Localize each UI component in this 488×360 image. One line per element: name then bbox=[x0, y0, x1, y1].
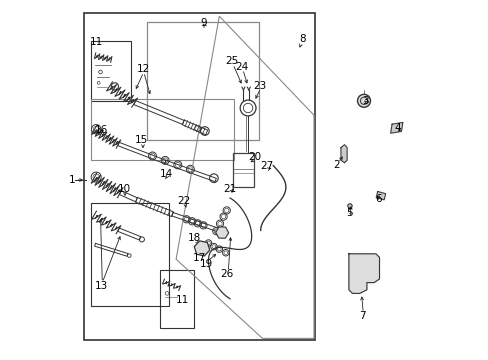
Text: 22: 22 bbox=[177, 196, 190, 206]
Text: 26: 26 bbox=[220, 269, 233, 279]
Bar bbox=[147, 22, 258, 140]
Bar bbox=[232, 153, 253, 187]
Text: 20: 20 bbox=[247, 152, 261, 162]
Text: 11: 11 bbox=[89, 37, 102, 48]
Text: 10: 10 bbox=[117, 184, 130, 194]
Text: 4: 4 bbox=[394, 123, 401, 133]
Text: 7: 7 bbox=[358, 311, 365, 321]
Polygon shape bbox=[348, 254, 379, 293]
Text: 25: 25 bbox=[225, 56, 238, 66]
Text: 8: 8 bbox=[298, 33, 305, 44]
Text: 24: 24 bbox=[235, 62, 248, 72]
Text: 18: 18 bbox=[188, 233, 201, 243]
Bar bbox=[160, 270, 194, 328]
Bar bbox=[91, 203, 168, 306]
Bar bbox=[91, 99, 233, 160]
Text: 23: 23 bbox=[252, 81, 265, 91]
Text: 2: 2 bbox=[333, 160, 340, 170]
Text: 12: 12 bbox=[136, 64, 149, 74]
Text: 19: 19 bbox=[200, 258, 213, 269]
Text: 9: 9 bbox=[200, 18, 207, 28]
Text: 14: 14 bbox=[160, 168, 173, 179]
Text: 6: 6 bbox=[374, 194, 381, 204]
Text: 3: 3 bbox=[362, 96, 368, 106]
Text: 27: 27 bbox=[260, 161, 273, 171]
Polygon shape bbox=[390, 122, 402, 133]
Bar bbox=[84, 13, 314, 340]
Text: 21: 21 bbox=[223, 184, 236, 194]
Text: 16: 16 bbox=[94, 125, 108, 135]
Text: 5: 5 bbox=[346, 208, 352, 218]
Text: 17: 17 bbox=[192, 253, 206, 264]
Circle shape bbox=[347, 204, 351, 208]
Polygon shape bbox=[375, 192, 385, 200]
Bar bbox=[91, 41, 131, 101]
Text: 13: 13 bbox=[94, 281, 108, 291]
Text: 11: 11 bbox=[176, 294, 189, 305]
Text: 1: 1 bbox=[69, 175, 76, 185]
Circle shape bbox=[357, 94, 370, 107]
Text: 15: 15 bbox=[135, 135, 148, 145]
Polygon shape bbox=[340, 145, 346, 163]
